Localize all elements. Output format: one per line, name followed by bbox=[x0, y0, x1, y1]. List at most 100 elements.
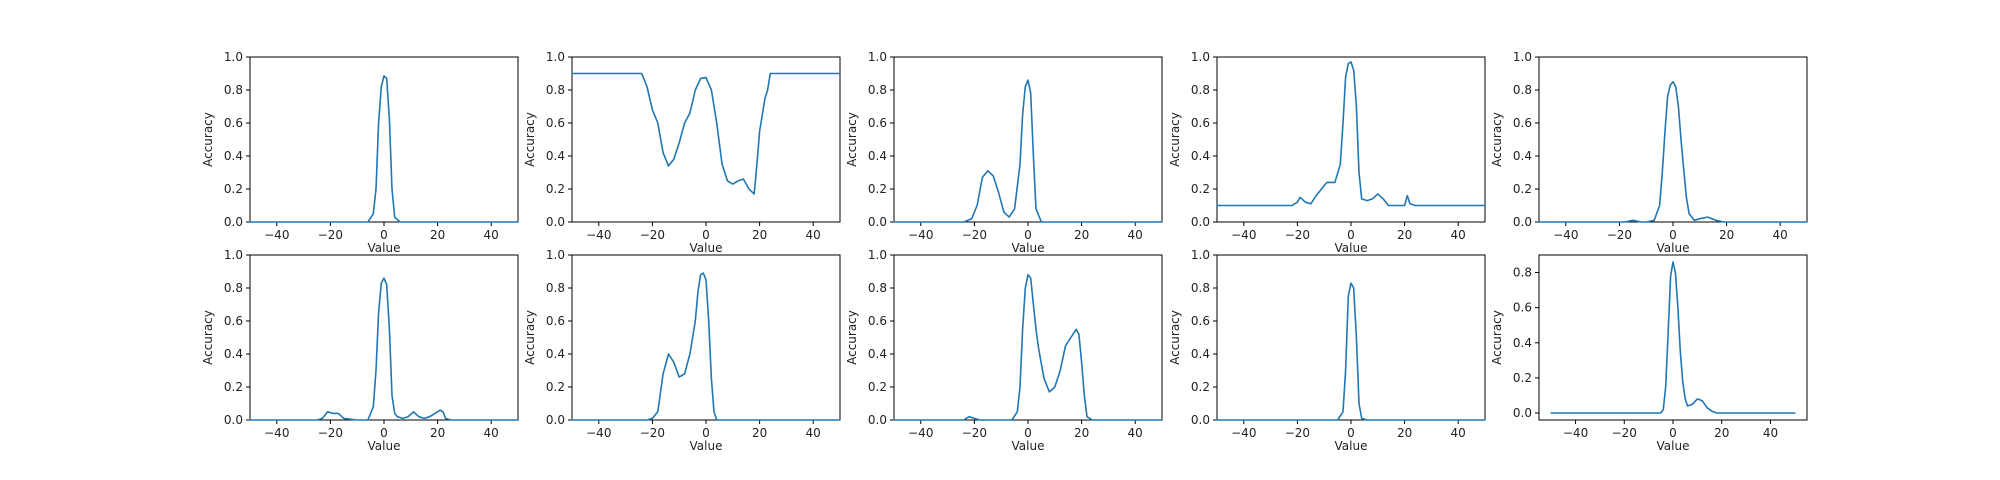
y-tick-label: 0.0 bbox=[1513, 215, 1532, 229]
y-tick-label: 1.0 bbox=[546, 248, 565, 262]
series-line-1 bbox=[1216, 282, 1486, 421]
y-tick-label: 0.2 bbox=[868, 182, 887, 196]
x-tick-label: −20 bbox=[1612, 426, 1637, 440]
x-tick-label: 0 bbox=[702, 426, 710, 440]
x-tick-label: −20 bbox=[318, 228, 343, 242]
y-tick-label: 1.0 bbox=[224, 50, 243, 64]
x-tick-label: 0 bbox=[1024, 426, 1032, 440]
subplot-5: −40 −20 0 20 40 0.0 0.2 0.4 0.6 0.8 1.0 Value Accura… bbox=[1490, 50, 1808, 255]
y-tick-label: 0.2 bbox=[1191, 182, 1210, 196]
y-tick-label: 0.0 bbox=[1191, 413, 1210, 427]
y-tick-label: 0.0 bbox=[868, 215, 887, 229]
series-line-1 bbox=[249, 277, 519, 421]
series-line-1 bbox=[249, 75, 519, 223]
y-tick-label: 0.2 bbox=[1513, 371, 1532, 385]
y-tick-label: 1.0 bbox=[224, 248, 243, 262]
y-tick-label: 0.4 bbox=[868, 347, 887, 361]
x-tick-label: −40 bbox=[264, 228, 289, 242]
series-line-1 bbox=[571, 272, 841, 421]
x-tick-label: −20 bbox=[1285, 228, 1310, 242]
x-tick-label: −40 bbox=[1231, 426, 1256, 440]
x-axis-label: Value bbox=[1657, 241, 1690, 255]
x-tick-label: 20 bbox=[1074, 426, 1089, 440]
y-tick-label: 1.0 bbox=[1191, 50, 1210, 64]
y-tick-label: 0.0 bbox=[1513, 406, 1532, 420]
x-tick-label: 40 bbox=[1128, 228, 1143, 242]
x-tick-label: 0 bbox=[1024, 228, 1032, 242]
y-tick-label: 0.2 bbox=[1191, 380, 1210, 394]
y-tick-label: 0.4 bbox=[546, 149, 565, 163]
x-tick-label: −40 bbox=[1231, 228, 1256, 242]
x-tick-label: 20 bbox=[1397, 228, 1412, 242]
x-tick-label: −20 bbox=[1285, 426, 1310, 440]
subplot-8: −40 −20 0 20 40 0.0 0.2 0.4 0.6 0.8 1.0 Value Accura… bbox=[845, 248, 1163, 453]
y-tick-label: 0.8 bbox=[1513, 83, 1532, 97]
x-tick-label: −40 bbox=[1553, 228, 1578, 242]
x-tick-label: 0 bbox=[380, 426, 388, 440]
x-tick-label: 40 bbox=[806, 426, 821, 440]
x-axis-label: Value bbox=[1657, 439, 1690, 453]
series-line-1 bbox=[893, 79, 1163, 223]
x-tick-label: 20 bbox=[430, 426, 445, 440]
y-tick-label: 0.0 bbox=[1191, 215, 1210, 229]
y-tick-label: 0.2 bbox=[224, 182, 243, 196]
x-tick-label: 0 bbox=[380, 228, 388, 242]
x-axis-label: Value bbox=[1335, 439, 1368, 453]
y-tick-label: 0.6 bbox=[224, 314, 243, 328]
x-tick-label: −40 bbox=[908, 228, 933, 242]
subplot-4: −40 −20 0 20 40 0.0 0.2 0.4 0.6 0.8 1.0 Value Accura… bbox=[1168, 50, 1486, 255]
x-axis-label: Value bbox=[1012, 241, 1045, 255]
axes-frame bbox=[249, 56, 519, 223]
y-tick-label: 1.0 bbox=[1513, 50, 1532, 64]
axes-frame bbox=[1538, 254, 1808, 421]
x-axis-label: Value bbox=[1335, 241, 1368, 255]
y-tick-label: 0.6 bbox=[546, 314, 565, 328]
subplot-1: −40 −20 0 20 40 0.0 0.2 0.4 0.6 0.8 1.0 Value Accura… bbox=[201, 50, 519, 255]
y-axis-label: Accuracy bbox=[201, 112, 215, 167]
subplot-6: −40 −20 0 20 40 0.0 0.2 0.4 0.6 0.8 1.0 Value Accura… bbox=[201, 248, 519, 453]
x-tick-label: 0 bbox=[1669, 426, 1677, 440]
x-tick-label: 40 bbox=[484, 426, 499, 440]
y-tick-label: 0.0 bbox=[546, 413, 565, 427]
y-tick-label: 0.0 bbox=[868, 413, 887, 427]
x-tick-label: −20 bbox=[962, 426, 987, 440]
x-tick-label: −40 bbox=[1563, 426, 1588, 440]
y-tick-label: 1.0 bbox=[868, 50, 887, 64]
y-tick-label: 0.6 bbox=[1513, 301, 1532, 315]
y-axis-label: Accuracy bbox=[201, 310, 215, 365]
y-tick-label: 1.0 bbox=[546, 50, 565, 64]
x-axis-label: Value bbox=[1012, 439, 1045, 453]
y-tick-label: 0.4 bbox=[224, 347, 243, 361]
y-tick-label: 0.0 bbox=[546, 215, 565, 229]
y-tick-label: 0.2 bbox=[868, 380, 887, 394]
x-tick-label: 40 bbox=[1128, 426, 1143, 440]
y-tick-label: 0.4 bbox=[224, 149, 243, 163]
y-tick-label: 0.8 bbox=[1191, 281, 1210, 295]
x-tick-label: 20 bbox=[752, 228, 767, 242]
y-tick-label: 0.4 bbox=[1513, 149, 1532, 163]
y-tick-label: 0.6 bbox=[1191, 116, 1210, 130]
y-tick-label: 0.0 bbox=[224, 413, 243, 427]
x-tick-label: −40 bbox=[908, 426, 933, 440]
subplot-2: −40 −20 0 20 40 0.0 0.2 0.4 0.6 0.8 1.0 Value Accura… bbox=[523, 50, 841, 255]
series-line-1 bbox=[1550, 261, 1796, 414]
axes-frame bbox=[571, 56, 841, 223]
y-tick-label: 0.8 bbox=[868, 281, 887, 295]
y-axis-label: Accuracy bbox=[523, 310, 537, 365]
series-line-1 bbox=[571, 72, 841, 195]
y-axis-label: Accuracy bbox=[845, 112, 859, 167]
x-tick-label: 20 bbox=[1397, 426, 1412, 440]
y-tick-label: 0.8 bbox=[224, 281, 243, 295]
subplot-10: −40 −20 0 20 40 0.0 0.2 0.4 0.6 0.8 Value Accuracy bbox=[1490, 254, 1808, 453]
x-tick-label: −40 bbox=[586, 228, 611, 242]
x-tick-label: −20 bbox=[318, 426, 343, 440]
x-tick-label: 40 bbox=[1763, 426, 1778, 440]
y-tick-label: 0.2 bbox=[546, 182, 565, 196]
y-tick-label: 0.6 bbox=[868, 314, 887, 328]
x-tick-label: 20 bbox=[430, 228, 445, 242]
x-axis-label: Value bbox=[368, 439, 401, 453]
x-tick-label: 40 bbox=[484, 228, 499, 242]
y-tick-label: 0.8 bbox=[868, 83, 887, 97]
y-axis-label: Accuracy bbox=[523, 112, 537, 167]
